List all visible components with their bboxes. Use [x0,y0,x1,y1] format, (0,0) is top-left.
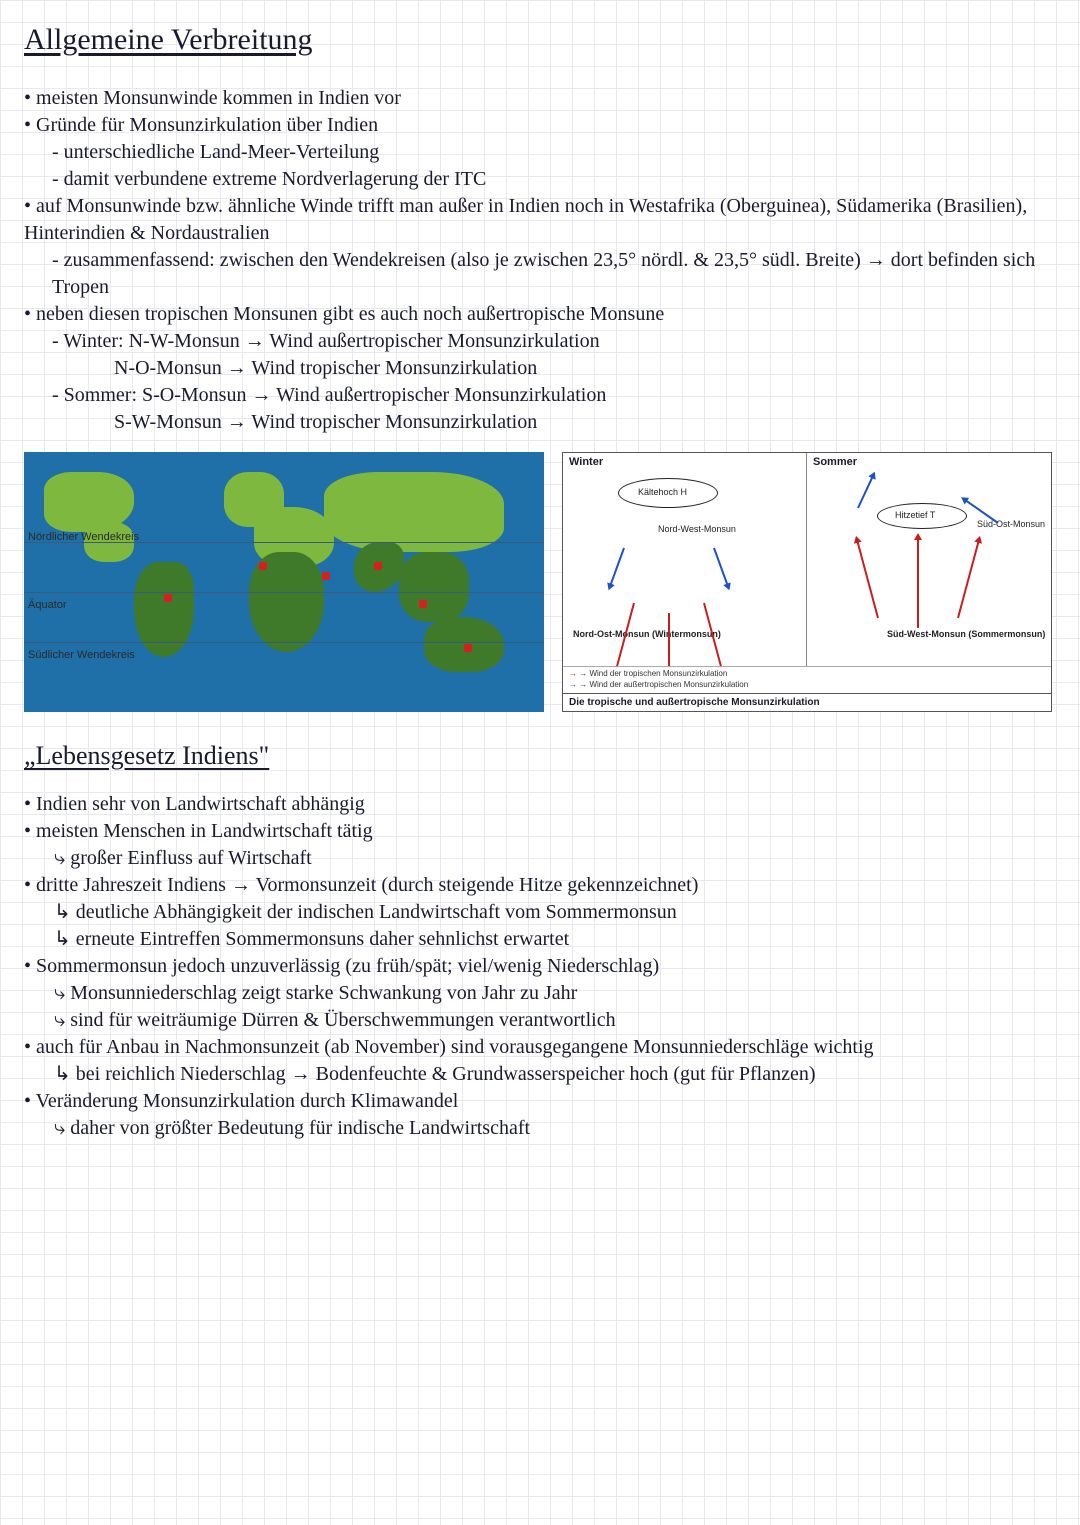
diagram-label: Nord-West-Monsun [658,523,736,535]
bullet: auch für Anbau in Nachmonsunzeit (ab Nov… [24,1034,1056,1061]
sub-bullet: zusammenfassend: zwischen den Wendekreis… [24,247,1056,301]
bullet: neben diesen tropischen Monsunen gibt es… [24,301,1056,328]
sub-line: N-O-Monsun → Wind tropischer Monsunzirku… [24,355,1056,382]
sub-bullet: damit verbundene extreme Nordverlagerung… [24,166,1056,193]
bullet: Sommermonsun jedoch unzuverlässig (zu fr… [24,953,1056,980]
bullet: Veränderung Monsunzirkulation durch Klim… [24,1088,1056,1115]
bullet: dritte Jahreszeit Indiens → Vormonsunzei… [24,872,1056,899]
diagram-legend: → → Wind der tropischen Monsunzirkulatio… [563,666,1051,693]
map-marker [374,562,382,570]
bullet: auf Monsunwinde bzw. ähnliche Winde trif… [24,193,1056,247]
diagram-label: Kältehoch H [638,486,687,498]
sub-bullet: Sommer: S-O-Monsun → Wind außertropische… [24,382,1056,409]
implies-line: daher von größter Bedeutung für indische… [24,1115,1056,1142]
arrow-line: deutliche Abhängigkeit der indischen Lan… [24,899,1056,926]
monsoon-diagram: Winter Kältehoch H Nord-West-Monsun Nord… [562,452,1052,712]
map-marker [164,594,172,602]
arrow-line: bei reichlich Niederschlag → Bodenfeucht… [24,1061,1056,1088]
diagram-caption: Die tropische und außertropische Monsunz… [563,693,1051,711]
diagram-label: Nord-Ost-Monsun (Wintermonsun) [573,628,721,640]
bullet: Gründe für Monsunzirkulation über Indien [24,112,1056,139]
diagram-label: Süd-Ost-Monsun [977,518,1045,530]
implies-line: sind für weiträumige Dürren & Überschwem… [24,1007,1056,1034]
map-marker [419,600,427,608]
section-title: „Lebensgesetz Indiens" [24,738,1056,773]
map-label: Nördlicher Wendekreis [28,530,139,545]
tropic-line [24,642,544,643]
panel-title: Sommer [813,455,857,470]
figure-row: Nördlicher Wendekreis Äquator Südlicher … [24,452,1056,712]
section-1: meisten Monsunwinde kommen in Indien vor… [24,85,1056,436]
panel-title: Winter [569,455,603,470]
map-label: Äquator [28,598,67,613]
diagram-label: Hitzetief T [895,509,935,521]
bullet: meisten Menschen in Landwirtschaft tätig [24,818,1056,845]
map-marker [322,572,330,580]
legend-text: → Wind der tropischen Monsunzirkulation [579,669,727,678]
bullet: meisten Monsunwinde kommen in Indien vor [24,85,1056,112]
section-2: Indien sehr von Landwirtschaft abhängig … [24,791,1056,1142]
diagram-label: Süd-West-Monsun (Sommermonsun) [887,628,1045,640]
world-map: Nördlicher Wendekreis Äquator Südlicher … [24,452,544,712]
arrow-line: erneute Eintreffen Sommermonsuns daher s… [24,926,1056,953]
map-marker [464,644,472,652]
equator-line [24,592,544,593]
implies-line: Monsunniederschlag zeigt starke Schwanku… [24,980,1056,1007]
map-marker [259,562,267,570]
map-label: Südlicher Wendekreis [28,648,135,663]
page-title: Allgemeine Verbreitung [24,20,1056,61]
implies-line: großer Einfluss auf Wirtschaft [24,845,1056,872]
legend-text: → Wind der außertropischen Monsunzirkula… [579,680,748,689]
bullet: Indien sehr von Landwirtschaft abhängig [24,791,1056,818]
sub-line: S-W-Monsun → Wind tropischer Monsunzirku… [24,409,1056,436]
sub-bullet: Winter: N-W-Monsun → Wind außertropische… [24,328,1056,355]
sub-bullet: unterschiedliche Land-Meer-Verteilung [24,139,1056,166]
